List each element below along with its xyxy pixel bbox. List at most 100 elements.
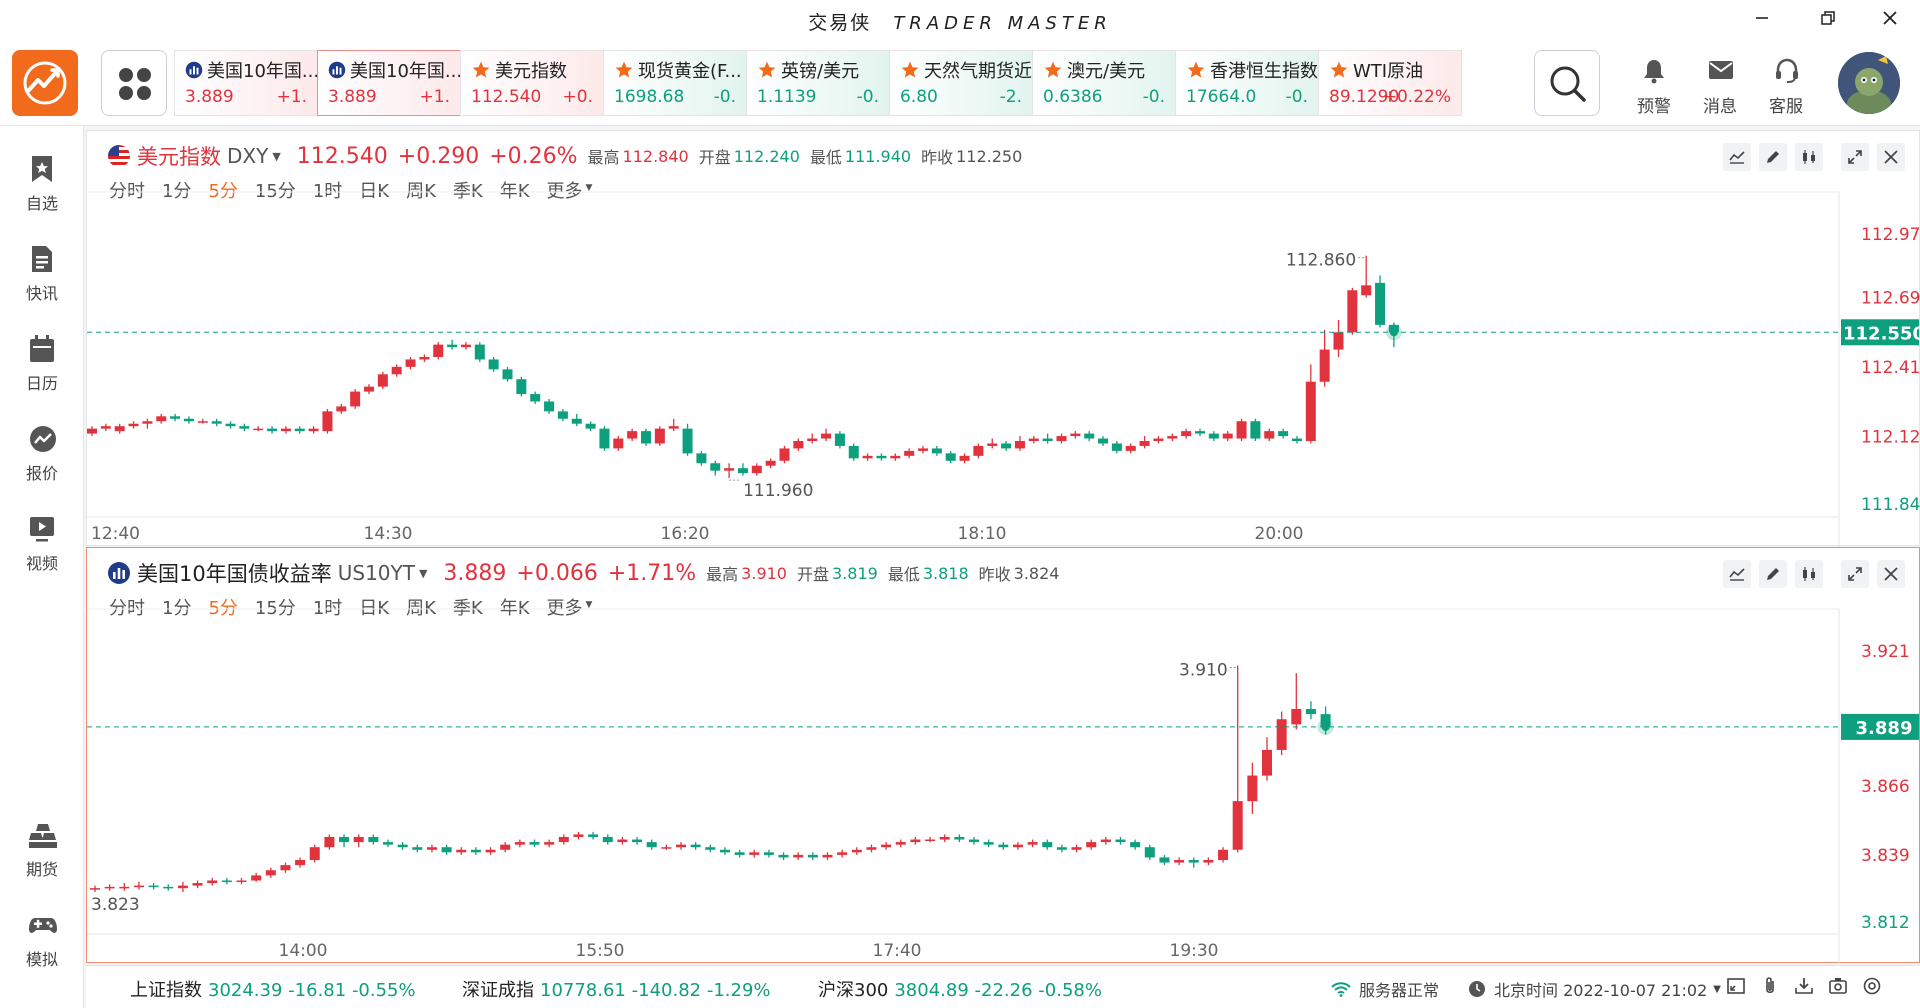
instrument-code[interactable]: DXY (227, 144, 269, 168)
chevron-down-icon: ▼ (1713, 983, 1721, 995)
candle (1188, 857, 1199, 868)
user-avatar[interactable] (1838, 52, 1900, 114)
draw-button[interactable] (1759, 560, 1787, 588)
expand-button[interactable] (1841, 560, 1869, 588)
nav-news[interactable]: 快讯 (0, 230, 84, 306)
panel-close-button[interactable] (1877, 143, 1905, 171)
candle (441, 844, 452, 855)
chevron-down-icon[interactable]: ▼ (272, 149, 281, 163)
candle-body (336, 406, 347, 412)
candle-body (514, 842, 525, 845)
clock[interactable]: 北京时间 2022-10-07 21:02 ▼ (1468, 977, 1721, 1001)
index-sse[interactable]: 上证指数 3024.39 -16.81 -0.55% (130, 976, 416, 1002)
y-tick-label: 3.839 (1861, 846, 1910, 866)
candle (939, 834, 950, 843)
index-csi300[interactable]: 沪深300 3804.89 -22.26 -0.58% (818, 976, 1102, 1002)
watchlist-tab[interactable]: 现货黄金(F... 1698.68 -0. (603, 50, 747, 116)
minimize-button[interactable] (1742, 6, 1782, 34)
tab-name: 天然气期货近 (900, 57, 1032, 83)
watchlist-tab[interactable]: 天然气期货近 6.80 -2. (889, 50, 1033, 116)
candle (309, 844, 320, 863)
candle (353, 834, 364, 848)
star-icon (615, 61, 633, 78)
candle-body (236, 880, 247, 882)
candle (294, 426, 305, 434)
search-button[interactable] (1534, 50, 1600, 116)
y-tick-label: 112.691 (1861, 288, 1920, 308)
candle-body (939, 836, 950, 840)
y-tick-label: 3.921 (1861, 642, 1910, 662)
candle (280, 426, 291, 434)
tab-price: 1698.68 (614, 87, 685, 107)
watchlist-tab[interactable]: 美元指数 112.540 +0. (460, 50, 604, 116)
candle-body (779, 448, 790, 461)
candle-style-button[interactable] (1795, 143, 1823, 171)
watchlist-tab[interactable]: 香港恒生指数 17664.0 -0. (1175, 50, 1319, 116)
watchlist-tab[interactable]: 美国10年国... 3.889 +1. (317, 50, 461, 116)
nav-watchlist[interactable]: 自选 (0, 140, 84, 216)
watchlist-tab[interactable]: WTI原油 89.1290 +0.22% (1318, 50, 1462, 116)
candle (1375, 275, 1386, 328)
expand-button[interactable] (1841, 143, 1869, 171)
tab-name: 英镑/美元 (757, 57, 859, 83)
chart-panel-dxy: 美元指数 DXY ▼ 112.540 +0.290 +0.26% 最高 112.8… (86, 130, 1920, 547)
candle-body (433, 344, 444, 357)
trader-master-logo[interactable] (12, 50, 78, 116)
panel-close-button[interactable] (1877, 560, 1905, 588)
live-dot (1389, 328, 1398, 337)
candle-style-button[interactable] (1795, 560, 1823, 588)
candle (295, 857, 306, 868)
alert-button[interactable]: 预警 (1622, 50, 1686, 117)
candle-body (1139, 441, 1150, 446)
candle (866, 844, 877, 853)
screenshot-icon[interactable] (1828, 976, 1848, 996)
candle (128, 421, 139, 429)
low-value: 111.940 (844, 146, 912, 166)
candle-body (763, 852, 774, 855)
attachment-icon[interactable] (1760, 976, 1780, 996)
restore-button[interactable] (1808, 6, 1848, 34)
instrument-name[interactable]: 美国10年国债收益率 (137, 562, 332, 586)
candle-body (474, 344, 485, 360)
support-button[interactable]: 客服 (1754, 50, 1818, 117)
candle (1130, 839, 1141, 850)
pencil-icon (1767, 568, 1779, 580)
download-icon[interactable] (1794, 976, 1814, 996)
settings-icon[interactable] (1862, 976, 1882, 996)
nav-label: 视频 (25, 554, 58, 573)
index-szse[interactable]: 深证成指 10778.61 -140.82 -1.29% (462, 976, 771, 1002)
candle (1222, 431, 1233, 442)
candle (931, 445, 942, 456)
candle (1028, 436, 1039, 444)
server-status: 服务器正常 (1331, 977, 1439, 1001)
watchlist-tab[interactable]: 美国10年国... 3.889 +1. (174, 50, 318, 116)
indicator-button[interactable] (1723, 143, 1751, 171)
nav-futures[interactable]: 期货 (0, 806, 84, 882)
candle (837, 849, 848, 858)
bookmark-icon (32, 156, 52, 182)
nav-calendar[interactable]: 日历 (0, 320, 84, 396)
candle-body (881, 844, 892, 848)
nav-video[interactable]: 视频 (0, 500, 84, 576)
indicator-button[interactable] (1723, 560, 1751, 588)
window-layout-icon[interactable] (1726, 976, 1746, 996)
candle-body (350, 391, 361, 407)
candlestick-chart-dxy[interactable]: 112.972 112.691 112.410 112.129 111.847 12:40… (87, 131, 1920, 547)
candle-body (225, 423, 236, 427)
messages-button[interactable]: 消息 (1688, 50, 1752, 117)
candle-body (1305, 381, 1316, 442)
close-button[interactable] (1870, 6, 1910, 34)
chevron-down-icon: ▼ (585, 183, 593, 193)
apps-button[interactable] (101, 50, 167, 116)
instrument-code[interactable]: US10YT (337, 561, 415, 585)
nav-quotes[interactable]: 报价 (0, 410, 84, 486)
candle-body (339, 836, 350, 843)
candlestick-chart-us10yt[interactable]: 3.921 3.889 3.866 3.839 3.812 14:00 15:50 17:40… (87, 548, 1920, 964)
watchlist-tab[interactable]: 英镑/美元 1.1139 -0. (746, 50, 890, 116)
draw-button[interactable] (1759, 143, 1787, 171)
watchlist-tab[interactable]: 澳元/美元 0.6386 -0. (1032, 50, 1176, 116)
instrument-name[interactable]: 美元指数 (137, 145, 221, 169)
candle-body (1084, 433, 1095, 439)
chevron-down-icon[interactable]: ▼ (418, 566, 428, 580)
nav-simulate[interactable]: 模拟 (0, 896, 84, 972)
